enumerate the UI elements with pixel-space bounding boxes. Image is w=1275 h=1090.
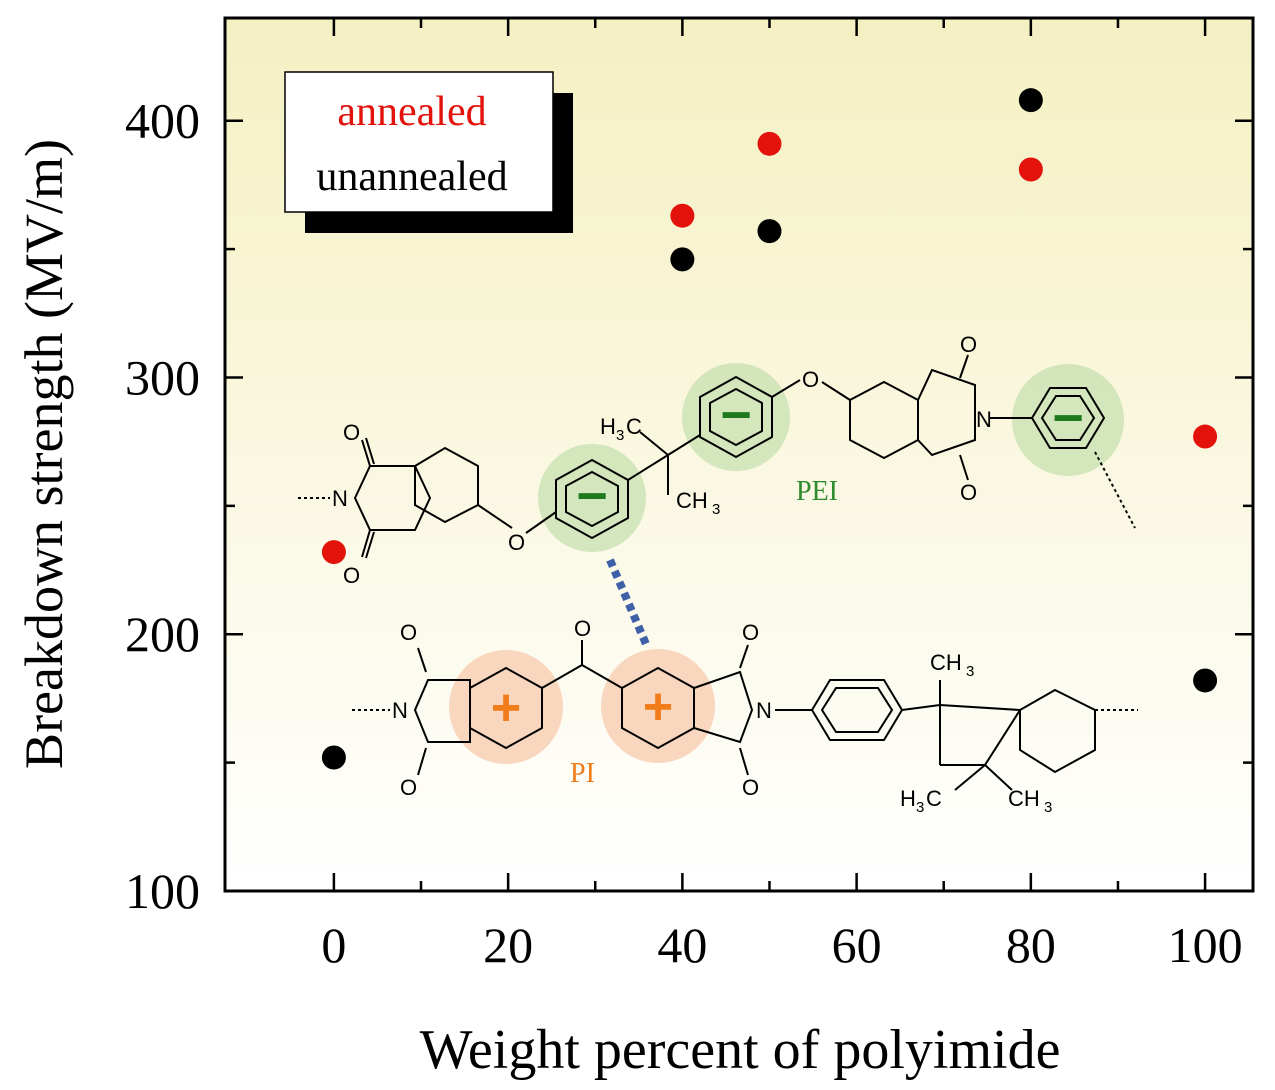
atom-label: 3	[966, 663, 974, 680]
atom-label: N	[392, 698, 408, 723]
point-annealed	[670, 203, 695, 228]
atom-label: N	[756, 698, 772, 723]
minus-sign: −	[576, 466, 608, 526]
y-axis-title: Breakdown strength (MV/m)	[14, 139, 74, 769]
atom-label: O	[742, 620, 759, 645]
x-tick-label: 20	[483, 917, 533, 973]
data-points	[321, 88, 1218, 770]
pei-highlight-3	[1012, 364, 1124, 476]
pei-highlight-1	[538, 444, 646, 552]
x-tick-label: 60	[832, 917, 882, 973]
minus-sign: −	[1052, 388, 1084, 448]
atom-label: 3	[916, 799, 924, 816]
atom-label: H	[600, 414, 616, 439]
atom-label: O	[960, 332, 977, 357]
atom-label: CH	[1008, 786, 1040, 811]
legend-box	[284, 71, 554, 213]
legend-entry-annealed: annealed	[337, 89, 486, 135]
atom-label: O	[343, 563, 360, 588]
axis-tick-labels: 0 20 40 60 80 100 100 200 300 400	[125, 93, 1243, 973]
atom-label: O	[960, 480, 977, 505]
atom-label: O	[343, 420, 360, 445]
point-unannealed	[670, 247, 695, 272]
pi-highlight-1	[449, 650, 563, 764]
legend-entry-unannealed: unannealed	[316, 154, 507, 200]
x-axis-title: Weight percent of polyimide	[420, 1019, 1061, 1081]
atom-label: O	[742, 775, 759, 800]
y-tick-label: 200	[125, 606, 200, 662]
atom-label: O	[400, 620, 417, 645]
atom-label: N	[332, 486, 348, 511]
pi-highlight-2	[601, 649, 715, 763]
atom-label: O	[574, 616, 591, 641]
atom-label: C	[626, 414, 642, 439]
axis-ticks	[225, 18, 1253, 893]
chemical-structures	[298, 354, 1138, 791]
point-annealed	[1193, 424, 1218, 449]
pei-highlight-2	[682, 363, 790, 471]
atom-label: O	[508, 530, 525, 555]
x-tick-label: 100	[1168, 917, 1243, 973]
atom-label: 3	[1044, 799, 1052, 816]
point-unannealed	[1193, 668, 1218, 693]
atom-label: CH	[930, 650, 962, 675]
point-unannealed	[1018, 88, 1043, 113]
atom-label: O	[400, 775, 417, 800]
atom-label: H	[900, 786, 916, 811]
legend: annealed unannealed	[284, 71, 573, 233]
plus-sign: +	[643, 678, 673, 736]
y-tick-label: 400	[125, 93, 200, 149]
interaction-line	[606, 558, 650, 646]
pi-label: PI	[570, 758, 595, 789]
point-annealed	[1018, 157, 1043, 182]
y-tick-label: 100	[125, 863, 200, 919]
atom-label: C	[926, 786, 942, 811]
point-unannealed	[321, 745, 346, 770]
plot-frame	[223, 16, 1255, 893]
atom-label: 3	[712, 501, 720, 518]
atom-label: CH	[676, 488, 708, 513]
atom-label: 3	[616, 427, 624, 444]
pei-label: PEI	[796, 476, 838, 507]
point-unannealed	[757, 219, 782, 244]
x-tick-label: 0	[321, 917, 346, 973]
point-annealed	[321, 540, 346, 565]
atom-label: O	[802, 367, 819, 392]
point-annealed	[757, 131, 782, 156]
chemical-labels: N O O O H 3 C CH 3 O O O N PEI N O O O O…	[332, 332, 1084, 816]
plus-sign: +	[491, 679, 521, 737]
atom-label: N	[976, 407, 992, 432]
x-tick-label: 80	[1006, 917, 1056, 973]
y-tick-label: 300	[125, 349, 200, 405]
minus-sign: −	[720, 385, 752, 445]
x-tick-label: 40	[657, 917, 707, 973]
